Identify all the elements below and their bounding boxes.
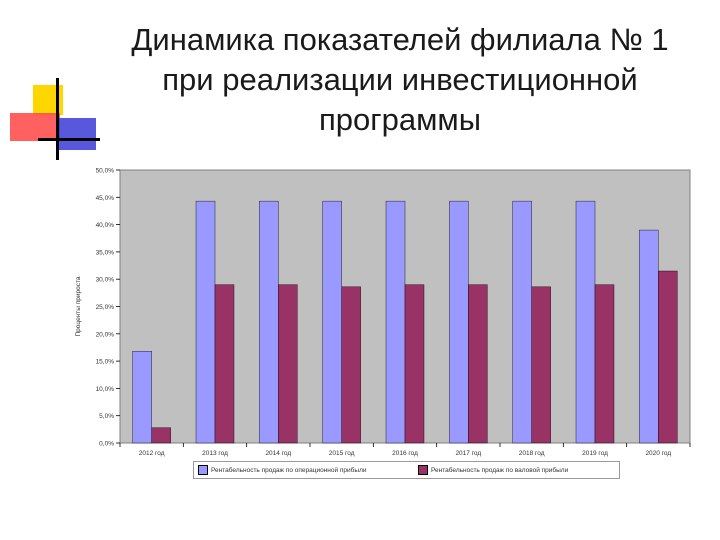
bar-operating	[132, 351, 152, 444]
red-bar-icon	[10, 113, 60, 141]
bar-operating	[259, 200, 279, 444]
bar-gross	[658, 270, 678, 444]
bar-operating	[195, 200, 216, 444]
y-tick-label: 50,0%	[96, 168, 115, 175]
y-tick-label: 30,0%	[96, 277, 115, 284]
legend-label-gross: Рентабельность продаж по валовой прибыли	[431, 466, 569, 474]
x-tick-label: 2020 год	[645, 450, 671, 457]
legend-item-gross: Рентабельность продаж по валовой прибыли	[418, 464, 568, 476]
bar-operating	[322, 200, 342, 444]
bar-operating	[639, 229, 659, 444]
slide-title: Динамика показателей филиала № 1 при реа…	[105, 20, 695, 140]
bar-operating	[385, 200, 406, 444]
chart-legend: Рентабельность продаж по операционной пр…	[193, 461, 620, 479]
x-tick-label: 2018 год	[519, 450, 545, 457]
slide-decoration-icon	[10, 78, 100, 160]
bar-gross	[151, 427, 171, 444]
bar-gross	[531, 286, 551, 444]
y-tick-label: 20,0%	[96, 331, 115, 338]
y-tick-label: 40,0%	[96, 222, 115, 229]
x-tick-label: 2016 год	[392, 450, 418, 457]
title-line-3: программы	[319, 102, 481, 137]
y-tick-label: 25,0%	[96, 304, 115, 311]
y-tick-label: 15,0%	[96, 359, 115, 366]
y-tick-label: 35,0%	[96, 249, 115, 256]
bar-chart: 0,0% 5,0% 10,0% 15,0% 20,0% 25,0% 30,0% 35,0% 40…	[75, 168, 691, 457]
x-tick-label: 2019 год	[582, 450, 608, 457]
bar-gross	[341, 286, 361, 444]
horizontal-line-icon	[38, 138, 100, 141]
legend-swatch-operating	[198, 465, 208, 475]
bar-gross	[404, 284, 425, 444]
bar-gross	[468, 284, 488, 444]
y-tick-label: 10,0%	[96, 386, 115, 393]
bar-operating	[575, 200, 596, 444]
x-tick-label: 2015 год	[329, 450, 355, 457]
y-tick-label: 45,0%	[96, 195, 115, 202]
bar-gross	[594, 284, 615, 444]
y-tick-label: 0,0%	[99, 441, 114, 448]
legend-item-operating: Рентабельность продаж по операционной пр…	[198, 464, 367, 476]
title-line-1: Динамика показателей филиала № 1	[131, 22, 669, 57]
x-tick-label: 2017 год	[455, 450, 481, 457]
y-axis-label: Проценты прироста	[75, 276, 82, 336]
bar-operating	[512, 200, 532, 444]
title-line-2: при реализации инвестиционной	[162, 62, 638, 97]
bar-gross	[278, 284, 298, 444]
legend-swatch-gross	[418, 465, 428, 475]
x-tick-label: 2014 год	[265, 450, 291, 457]
vertical-line-icon	[56, 78, 59, 160]
y-tick-label: 5,0%	[99, 413, 114, 420]
x-tick-label: 2013 год	[202, 450, 228, 457]
bar-operating	[449, 200, 469, 444]
x-tick-label: 2012 год	[139, 450, 165, 457]
legend-label-operating: Рентабельность продаж по операционной пр…	[211, 466, 367, 474]
blue-square-icon	[58, 118, 96, 150]
bar-gross	[214, 284, 235, 444]
